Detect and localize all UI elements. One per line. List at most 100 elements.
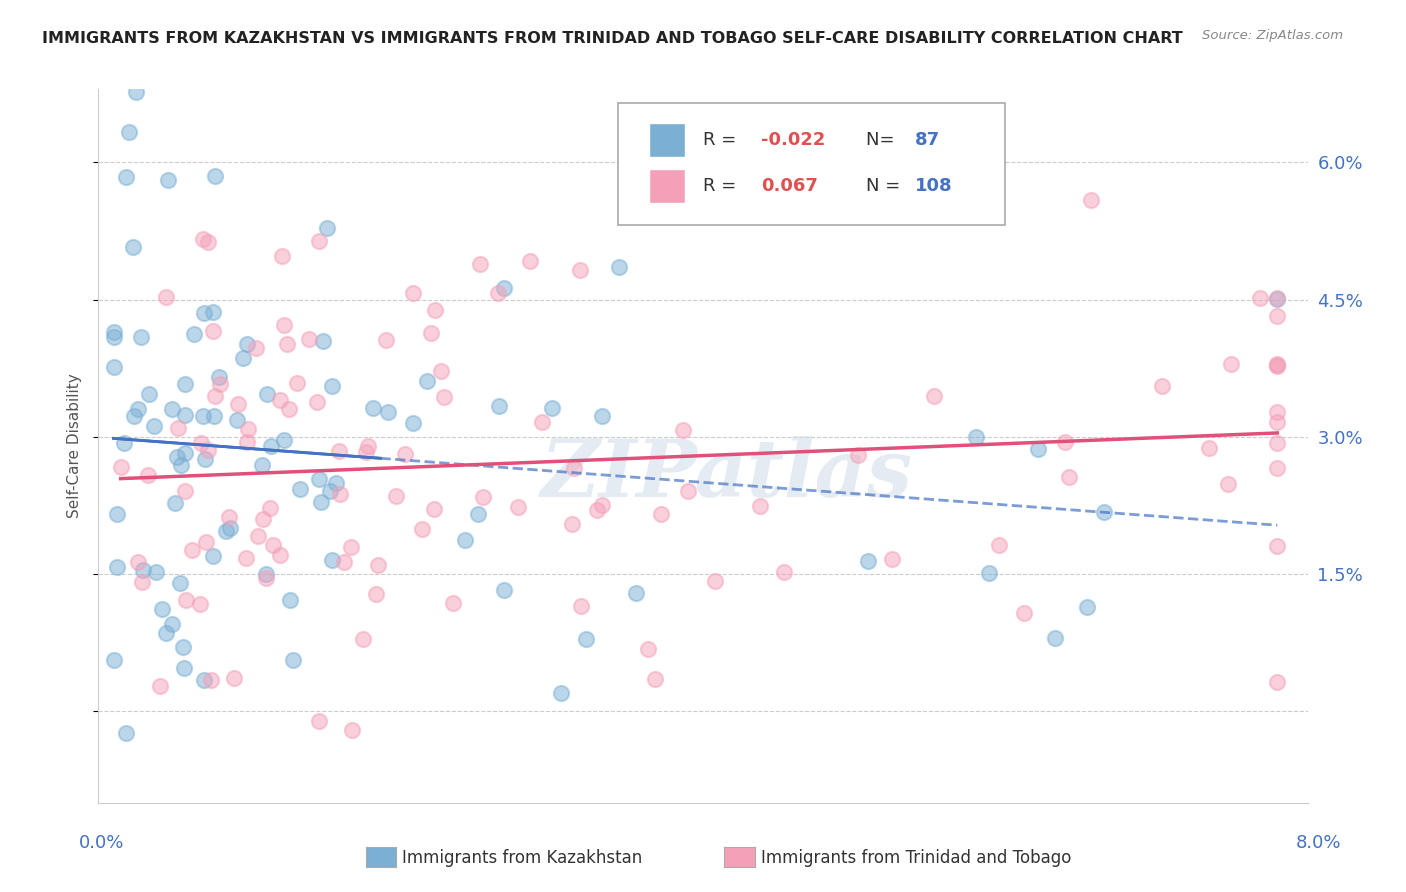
Point <box>1057 469 1080 483</box>
Point <box>385 489 408 503</box>
Point <box>340 723 363 737</box>
Point <box>1216 477 1239 491</box>
Point <box>298 332 321 346</box>
Point <box>269 392 291 407</box>
Point <box>321 552 343 566</box>
Point <box>328 444 350 458</box>
Point <box>236 434 259 449</box>
Point <box>1152 379 1174 393</box>
Point <box>183 327 205 342</box>
Point <box>174 593 197 607</box>
Point <box>367 558 389 572</box>
Point <box>169 576 191 591</box>
Point <box>377 405 399 419</box>
Point <box>423 302 446 317</box>
Point <box>308 472 330 486</box>
Point <box>1267 405 1289 419</box>
Point <box>352 632 374 646</box>
Point <box>201 549 224 564</box>
Point <box>285 376 308 390</box>
Point <box>329 487 352 501</box>
Point <box>160 402 183 417</box>
Point <box>218 510 240 524</box>
Point <box>131 575 153 590</box>
Point <box>586 502 609 516</box>
Point <box>772 566 794 580</box>
Point <box>364 587 387 601</box>
Point <box>1267 358 1289 372</box>
Point <box>103 325 125 339</box>
Point <box>107 507 129 521</box>
Point <box>276 337 298 351</box>
Point <box>124 409 146 423</box>
Point <box>110 460 132 475</box>
Point <box>1198 441 1220 455</box>
Point <box>468 257 491 271</box>
Point <box>252 458 274 472</box>
Point <box>180 543 202 558</box>
Point <box>138 386 160 401</box>
Point <box>375 333 398 347</box>
Point <box>245 341 267 355</box>
Point <box>202 409 225 423</box>
Point <box>315 221 337 235</box>
Text: N =: N = <box>866 178 907 195</box>
Point <box>416 374 439 388</box>
Point <box>226 413 249 427</box>
Point <box>174 408 197 422</box>
Point <box>354 445 377 459</box>
Point <box>188 597 211 611</box>
Bar <box>648 123 685 157</box>
Point <box>260 439 283 453</box>
Point <box>226 397 249 411</box>
Point <box>531 415 554 429</box>
Point <box>312 334 335 348</box>
Point <box>540 401 562 415</box>
Point <box>1267 357 1289 371</box>
Point <box>114 726 136 740</box>
Point <box>235 551 257 566</box>
Point <box>136 467 159 482</box>
Point <box>562 460 585 475</box>
Point <box>977 566 1000 581</box>
Point <box>232 351 254 365</box>
Point <box>262 538 284 552</box>
Text: Source: ZipAtlas.com: Source: ZipAtlas.com <box>1202 29 1343 42</box>
Point <box>749 499 772 513</box>
Point <box>519 254 541 268</box>
Point <box>637 642 659 657</box>
Point <box>1028 442 1050 457</box>
Text: ZIPatlas: ZIPatlas <box>541 436 914 513</box>
Point <box>592 498 614 512</box>
Point <box>856 554 879 568</box>
Point <box>273 318 295 332</box>
Point <box>236 337 259 351</box>
Point <box>201 305 224 319</box>
Point <box>278 401 301 416</box>
Point <box>290 482 312 496</box>
Point <box>333 555 356 569</box>
Point <box>472 491 495 505</box>
Point <box>988 538 1011 552</box>
Point <box>190 435 212 450</box>
Point <box>1267 309 1289 323</box>
Point <box>252 512 274 526</box>
Point <box>125 85 148 99</box>
Point <box>145 566 167 580</box>
Point <box>173 660 195 674</box>
Point <box>273 433 295 447</box>
Point <box>492 280 515 294</box>
Point <box>172 640 194 654</box>
Text: R =: R = <box>703 178 742 195</box>
Point <box>173 445 195 459</box>
Point <box>204 389 226 403</box>
Point <box>201 324 224 338</box>
Point <box>308 234 330 248</box>
Point <box>238 422 260 436</box>
Point <box>157 173 180 187</box>
Point <box>112 435 135 450</box>
Point <box>321 378 343 392</box>
Text: R =: R = <box>703 131 742 149</box>
Point <box>591 409 613 423</box>
Point <box>127 402 149 417</box>
